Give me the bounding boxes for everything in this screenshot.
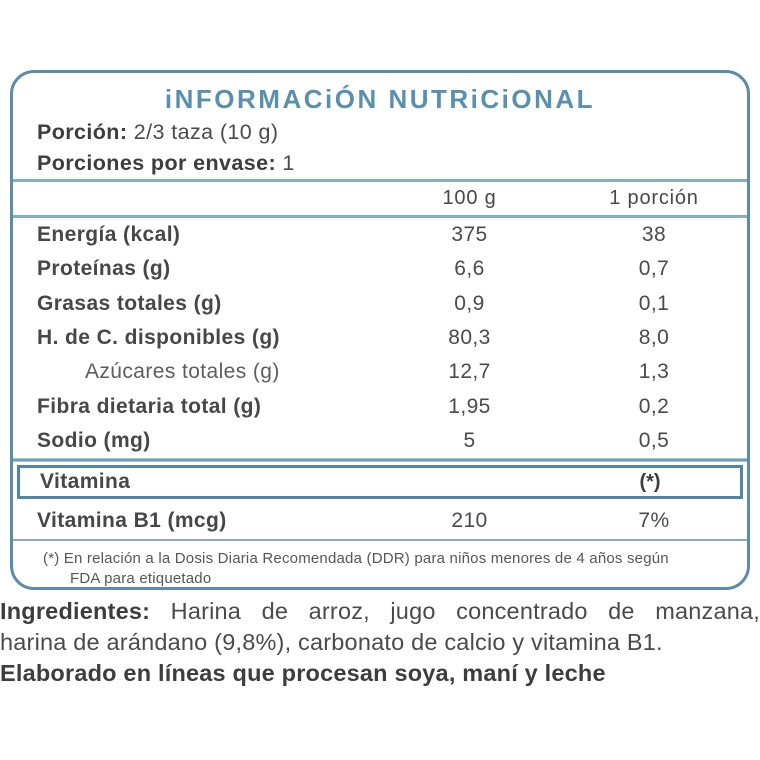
nutrient-label: Fibra dietaria total (g) [37, 394, 262, 418]
footnote-divider [13, 539, 747, 542]
footnote-line-2: FDA para etiquetado [70, 570, 212, 588]
value-per-100g: 1,95 [448, 394, 491, 418]
value-per-100g: 5 [463, 428, 476, 452]
value-per-100g: 0,9 [454, 291, 485, 315]
ingredients-line-1: Ingredientes: Harina de arroz, jugo conc… [0, 596, 760, 627]
nutrient-label: Grasas totales (g) [37, 291, 222, 315]
value-per-serving: 0,5 [638, 428, 670, 452]
servings-per-pack-line: Porciones por envase: 1 [13, 148, 747, 179]
value-per-serving: 1,3 [638, 360, 670, 384]
value-per-100g: 12,7 [448, 360, 491, 384]
nutrient-row: Sodio (mg) 5 0,5 [13, 424, 747, 458]
value-per-serving: 0,1 [638, 291, 670, 315]
footnote: (*) En relación a la Dosis Diaria Recome… [13, 541, 747, 589]
serving-size-value: 2/3 taza (10 g) [127, 120, 279, 144]
value-per-serving: 8,0 [638, 326, 670, 350]
vitamin-footnote-marker: (*) [639, 470, 661, 493]
serving-size-line: Porción: 2/3 taza (10 g) [13, 117, 747, 148]
servings-per-pack-value: 1 [276, 151, 295, 175]
nutrient-label: Azúcares totales (g) [85, 360, 280, 384]
column-header-row: 100 g 1 porción [13, 179, 747, 218]
ingredients-label: Ingredientes: [0, 598, 151, 624]
nutrient-label: Vitamina B1 (mcg) [37, 508, 227, 532]
vitamin-section-header: Vitamina (*) [17, 465, 743, 500]
nutrient-label: Sodio (mg) [37, 428, 151, 452]
value-per-100g: 375 [451, 223, 488, 247]
nutrient-row: Fibra dietaria total (g) 1,95 0,2 [13, 389, 747, 423]
footnote-line-1: (*) En relación a la Dosis Diaria Recome… [43, 550, 669, 568]
value-per-serving: 7% [638, 508, 670, 532]
ingredients-section: Ingredientes: Harina de arroz, jugo conc… [0, 596, 760, 689]
serving-size-label: Porción: [37, 120, 128, 144]
value-per-serving: 0,2 [638, 394, 670, 418]
value-per-serving: 38 [641, 223, 667, 247]
nutrition-facts-panel: iNFORMACiÓN NUTRiCiONAL Porción: 2/3 taz… [10, 70, 750, 590]
vitamin-b1-row: Vitamina B1 (mcg) 210 7% [13, 502, 747, 539]
vitamin-section-label: Vitamina [40, 470, 131, 494]
ingredients-text-1: Harina de arroz, jugo concentrado de man… [150, 598, 760, 624]
ingredients-line-2: harina de arándano (9,8%), carbonato de … [0, 629, 663, 655]
value-per-100g: 210 [451, 508, 488, 532]
nutrient-row: Energía (kcal) 375 38 [13, 218, 747, 252]
value-per-100g: 80,3 [448, 326, 491, 350]
nutrient-label: Energía (kcal) [37, 223, 181, 247]
value-per-100g: 6,6 [454, 257, 485, 281]
nutrient-row: Proteínas (g) 6,6 0,7 [13, 252, 747, 286]
nutrient-label: H. de C. disponibles (g) [37, 326, 280, 350]
nutrient-row: Azúcares totales (g) 12,7 1,3 [13, 355, 747, 389]
nutrient-row: Grasas totales (g) 0,9 0,1 [13, 287, 747, 321]
column-header-portion: 1 porción [609, 187, 699, 209]
nutrient-row: H. de C. disponibles (g) 80,3 8,0 [13, 321, 747, 355]
servings-per-pack-label: Porciones por envase: [37, 151, 277, 175]
column-header-100g: 100 g [442, 187, 497, 209]
panel-title: iNFORMACiÓN NUTRiCiONAL [164, 84, 596, 114]
value-per-serving: 0,7 [638, 257, 670, 281]
allergen-statement: Elaborado en líneas que procesan soya, m… [0, 660, 606, 686]
nutrient-label: Proteínas (g) [37, 257, 171, 281]
nutrient-rows: Energía (kcal) 375 38 Proteínas (g) 6,6 0,7 Gr… [13, 218, 747, 458]
section-divider-thick [13, 458, 747, 463]
